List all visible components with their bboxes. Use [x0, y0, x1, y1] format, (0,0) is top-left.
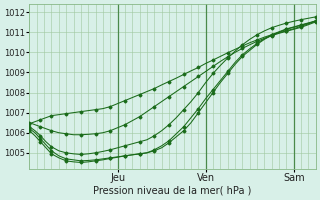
X-axis label: Pression niveau de la mer( hPa ): Pression niveau de la mer( hPa ): [93, 186, 252, 196]
